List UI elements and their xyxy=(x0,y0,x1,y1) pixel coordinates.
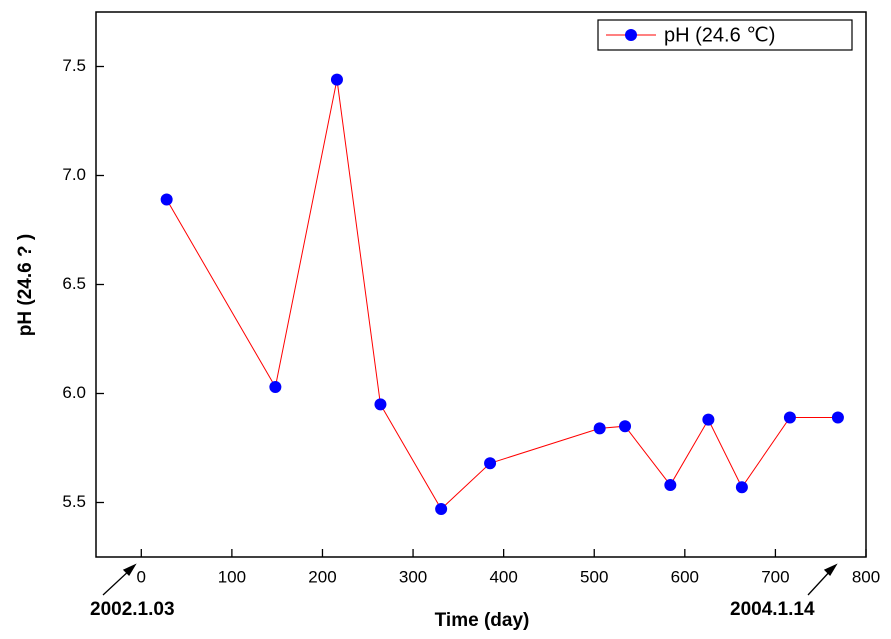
data-point xyxy=(269,380,282,393)
legend-marker xyxy=(625,29,637,41)
arrowhead xyxy=(823,563,838,577)
data-point xyxy=(735,481,748,494)
data-point xyxy=(484,457,497,470)
data-point xyxy=(160,193,173,206)
data-point xyxy=(664,479,677,492)
x-tick-label: 400 xyxy=(489,567,517,586)
y-axis-label: pH (24.6 ? ) xyxy=(15,234,36,336)
x-tick-label: 0 xyxy=(137,567,146,586)
x-tick-label: 800 xyxy=(852,567,880,586)
data-line xyxy=(166,79,838,510)
data-point xyxy=(593,422,606,435)
annotation: 2004.1.14 xyxy=(730,599,815,620)
data-point xyxy=(330,73,343,86)
x-axis-label: Time (day) xyxy=(435,610,530,631)
annotation-arrows xyxy=(102,563,838,596)
data-point xyxy=(783,411,796,424)
x-tick-label: 600 xyxy=(671,567,699,586)
data-point xyxy=(831,411,844,424)
y-tick-label: 5.5 xyxy=(62,492,86,511)
y-tick-label: 6.5 xyxy=(62,274,86,293)
x-tick-label: 200 xyxy=(308,567,336,586)
annotation: 2002.1.03 xyxy=(90,599,175,620)
y-tick-label: 6.0 xyxy=(62,383,86,402)
x-tick-label: 300 xyxy=(399,567,427,586)
data-point xyxy=(702,413,715,426)
data-point xyxy=(435,503,448,516)
x-tick-label: 100 xyxy=(218,567,246,586)
x-tick-label: 700 xyxy=(761,567,789,586)
data-point xyxy=(374,398,387,411)
y-tick-label: 7.5 xyxy=(62,56,86,75)
y-tick-label: 7.0 xyxy=(62,165,86,184)
arrowhead xyxy=(122,563,137,577)
x-tick-label: 500 xyxy=(580,567,608,586)
legend-label: pH (24.6 ℃) xyxy=(664,24,775,46)
arrow xyxy=(102,568,132,596)
data-point xyxy=(619,420,632,433)
